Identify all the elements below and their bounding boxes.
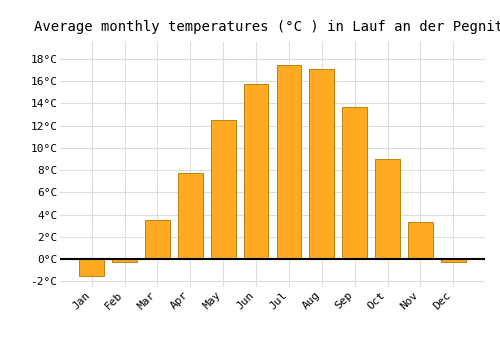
Bar [408,222,433,259]
Bar [112,259,137,262]
Bar [376,159,400,259]
Bar [178,173,203,259]
Bar [244,84,268,259]
Bar [211,120,236,259]
Bar [310,69,334,259]
Title: Average monthly temperatures (°C ) in Lauf an der Pegnitz: Average monthly temperatures (°C ) in La… [34,20,500,34]
Bar [342,107,367,259]
Bar [145,220,170,259]
Bar [80,259,104,276]
Bar [276,65,301,259]
Bar [441,259,466,262]
